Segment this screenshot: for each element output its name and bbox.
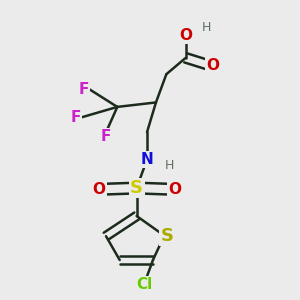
- Text: F: F: [100, 129, 111, 144]
- Text: H: H: [202, 21, 211, 34]
- Text: O: O: [206, 58, 220, 73]
- Text: S: S: [130, 179, 143, 197]
- Text: F: F: [70, 110, 81, 125]
- Text: Cl: Cl: [136, 277, 152, 292]
- Text: F: F: [79, 82, 89, 97]
- Text: O: O: [92, 182, 105, 197]
- Text: O: O: [168, 182, 181, 197]
- Text: H: H: [165, 159, 174, 172]
- Text: N: N: [141, 152, 153, 167]
- Text: O: O: [179, 28, 192, 43]
- Text: S: S: [161, 226, 174, 244]
